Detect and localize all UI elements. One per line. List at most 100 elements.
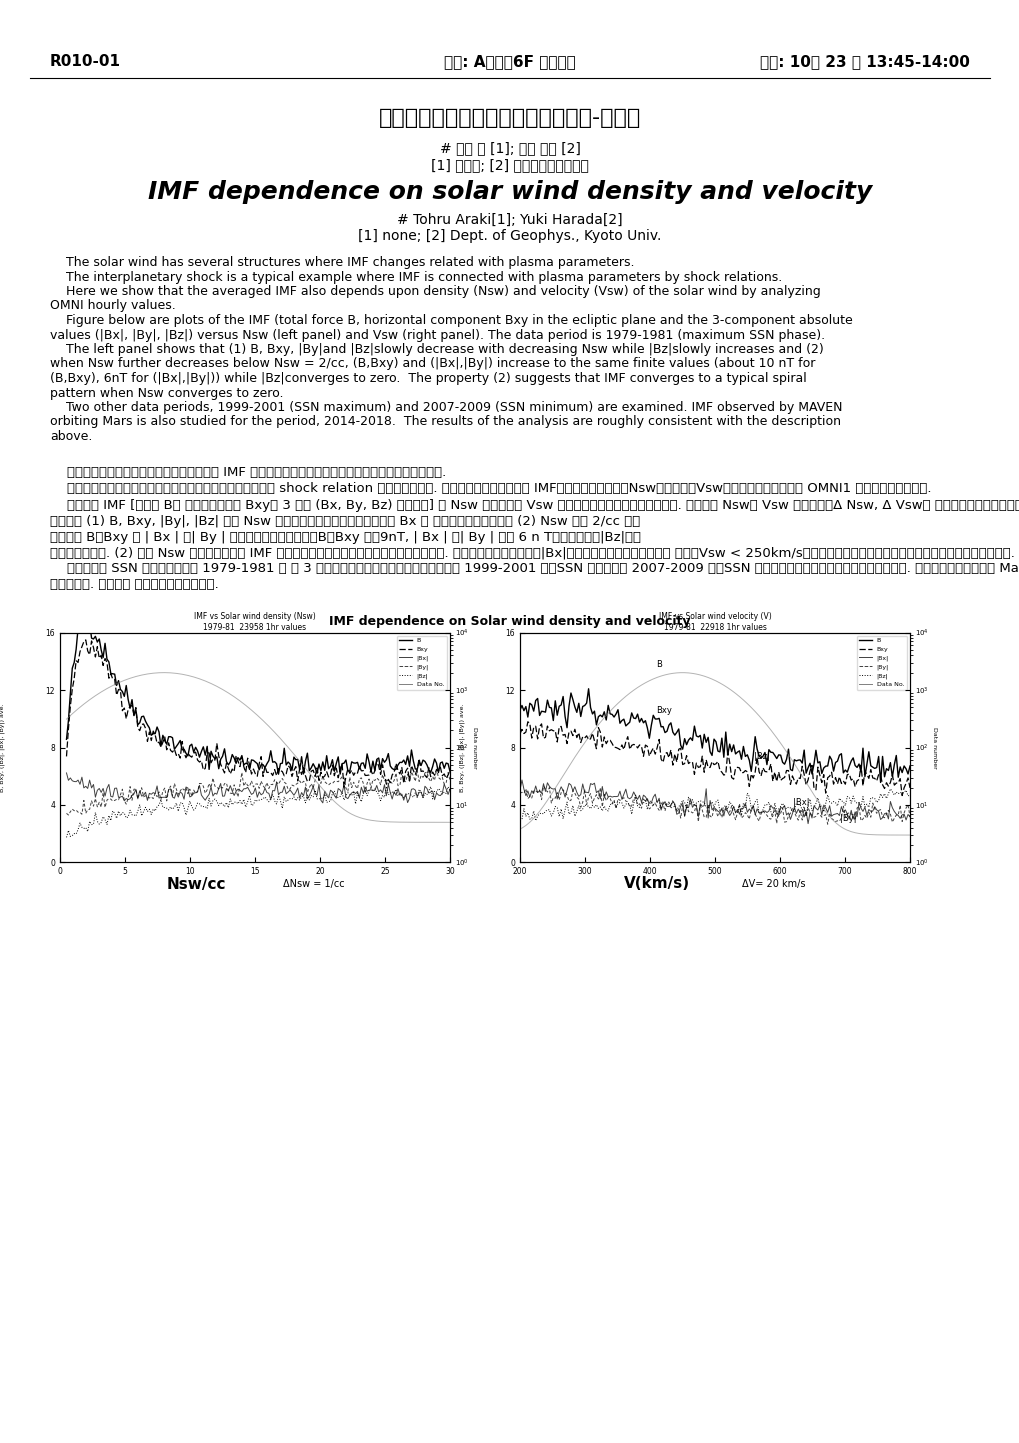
|Bx|	[60, 765, 72, 782]
Text: when Nsw further decreases below Nsw = 2/cc, (B,Bxy) and (|Bx|,|By|) increase to: when Nsw further decreases below Nsw = 2…	[50, 358, 814, 371]
B	[77, 610, 90, 628]
|Bx|	[514, 781, 526, 798]
|By|	[62, 807, 74, 824]
Bxy	[75, 638, 88, 655]
Line: Bxy: Bxy	[66, 639, 449, 786]
|By|	[873, 801, 886, 818]
Text: (B,Bxy), 6nT for (|Bx|,|By|)) while |Bz|converges to zero.  The property (2) sug: (B,Bxy), 6nT for (|Bx|,|By|)) while |Bz|…	[50, 372, 806, 385]
Bxy	[903, 779, 915, 797]
|By|	[514, 785, 526, 802]
|Bz|	[60, 828, 72, 846]
Bxy	[337, 778, 350, 795]
|Bx|	[131, 791, 144, 808]
B	[75, 620, 88, 638]
|Bx|	[426, 782, 438, 799]
|Bz|	[888, 786, 900, 804]
Bxy	[79, 631, 92, 648]
Text: orbiting Mars is also studied for the period, 2014-2018.  The results of the ana: orbiting Mars is also studied for the pe…	[50, 416, 841, 429]
Text: ΔNsw = 1/cc: ΔNsw = 1/cc	[282, 879, 344, 889]
|Bx|	[588, 775, 600, 792]
|By|	[620, 792, 632, 810]
|Bx|	[620, 781, 632, 798]
Line: |Bx|: |Bx|	[520, 781, 909, 824]
Text: 下図は， IMF [振幅： B， 黄道面内成分； Bxy， 3 成分 (Bx, By, Bz) の絶対値] の Nsw （左図）と Vsw （右図）に対するプロ: 下図は， IMF [振幅： B， 黄道面内成分； Bxy， 3 成分 (Bx, …	[50, 498, 1019, 511]
|Bz|	[131, 802, 144, 820]
|By|	[588, 789, 600, 807]
|By|	[820, 815, 833, 833]
Text: B: B	[656, 659, 661, 670]
|Bz|	[903, 786, 915, 804]
B	[86, 629, 98, 646]
|By|	[426, 768, 438, 785]
|Bx|	[443, 781, 455, 798]
B	[514, 701, 526, 719]
|By|	[77, 792, 90, 810]
|By|	[888, 810, 900, 827]
B	[903, 758, 915, 775]
Bxy	[620, 733, 632, 750]
Bxy	[521, 713, 533, 730]
B	[529, 691, 541, 709]
Bxy	[871, 766, 883, 784]
Line: |By|: |By|	[66, 769, 449, 815]
Text: 惑星間空間衝撃波は，その典型であり，磁場とプラズマは shock relation で結ばれている. ここでは平均場としての IMFが，太陽風の密度（Nsw）と: 惑星間空間衝撃波は，その典型であり，磁場とプラズマは shock relatio…	[50, 482, 930, 495]
|Bz|	[871, 792, 883, 810]
|By|	[413, 773, 425, 791]
Text: The left panel shows that (1) B, Bxy, |By|and |Bz|slowly decrease with decreasin: The left panel shows that (1) B, Bxy, |B…	[50, 343, 823, 356]
|Bx|	[888, 802, 900, 820]
|Bz|	[380, 778, 392, 795]
|By|	[537, 778, 549, 795]
Text: The interplanetary shock is a typical example where IMF is connected with plasma: The interplanetary shock is a typical ex…	[50, 270, 782, 283]
Text: [1] none; [2] Dept. of Geophys., Kyoto Univ.: [1] none; [2] Dept. of Geophys., Kyoto U…	[358, 229, 661, 242]
Text: IMF dependence on Solar wind density and velocity: IMF dependence on Solar wind density and…	[329, 615, 690, 628]
Line: Bxy: Bxy	[520, 722, 909, 795]
B	[428, 750, 440, 768]
Text: 太陽風には幾つかの構造があり，そこでの IMF は，プラズマパラメーターと特有の関係を持っている.: 太陽風には幾つかの構造があり，そこでの IMF は，プラズマパラメーターと特有の…	[50, 466, 446, 479]
Bxy	[133, 722, 146, 739]
Line: |Bz|: |Bz|	[520, 789, 909, 821]
|Bz|	[588, 798, 600, 815]
B	[582, 680, 594, 697]
|By|	[903, 808, 915, 825]
Line: |Bx|: |Bx|	[66, 773, 449, 802]
|Bx|	[516, 772, 528, 789]
Title: IMF vs Solar wind density (Nsw)
1979-81  23958 1hr values: IMF vs Solar wind density (Nsw) 1979-81 …	[194, 612, 316, 632]
Text: # 荒木 徹 [1]; 原田 裕己 [2]: # 荒木 徹 [1]; 原田 裕己 [2]	[439, 141, 580, 154]
Text: OMNI hourly values.: OMNI hourly values.	[50, 300, 175, 313]
|Bx|	[873, 811, 886, 828]
|Bz|	[883, 781, 896, 798]
Text: 時間: 10月 23 日 13:45-14:00: 時間: 10月 23 日 13:45-14:00	[759, 55, 969, 69]
Text: Figure below are plots of the IMF (total force B, horizontal component Bxy in th: Figure below are plots of the IMF (total…	[50, 315, 852, 328]
|Bx|	[801, 815, 813, 833]
Text: 減ると， B・Bxy と | Bx | ・| By | は増加に転じて同じ値（B・Bxy は約9nT, | Bx | ・| By | は約 6 n T）に収敕し: 減ると， B・Bxy と | Bx | ・| By | は増加に転じて同じ値（B…	[50, 531, 640, 544]
Line: B: B	[520, 688, 909, 782]
Bxy	[60, 747, 72, 765]
|By|	[539, 781, 551, 798]
Text: values (|Bx|, |By|, |Bz|) versus Nsw (left panel) and Vsw (right panel). The dat: values (|Bx|, |By|, |Bz|) versus Nsw (le…	[50, 329, 824, 342]
Bxy	[588, 732, 600, 749]
Text: above.: above.	[50, 430, 93, 443]
Text: pattern when Nsw converges to zero.: pattern when Nsw converges to zero.	[50, 387, 283, 400]
Text: に近づいていく. (2) は， Nsw が小さくなると IMF がスパイラル構造に近づくことを意味している. 速度依存性（右図）も，|Bx|を除いて同じ傾向を示: に近づいていく. (2) は， Nsw が小さくなると IMF がスパイラル構造…	[50, 547, 1014, 560]
|By|	[164, 778, 176, 795]
Y-axis label: Data number: Data number	[472, 727, 477, 768]
Text: |Bx|: |Bx|	[792, 798, 809, 807]
Text: |By|: |By|	[839, 814, 856, 823]
Bxy	[531, 730, 543, 747]
B	[873, 773, 886, 791]
Text: 惑星間空間磁場の太陽風密度・速度-依存性: 惑星間空間磁場の太陽風密度・速度-依存性	[378, 108, 641, 128]
B	[60, 730, 72, 747]
B	[588, 703, 600, 720]
Text: R010-01: R010-01	[50, 55, 121, 69]
|Bz|	[84, 812, 96, 830]
|Bz|	[162, 801, 174, 818]
B	[164, 729, 176, 746]
Text: IMF dependence on solar wind density and velocity: IMF dependence on solar wind density and…	[148, 180, 871, 203]
|Bz|	[426, 791, 438, 808]
Text: Bxy: Bxy	[656, 706, 672, 714]
Legend: B, Bxy, |Bx|, |By|, |Bz|, Data No.: B, Bxy, |Bx|, |By|, |Bz|, Data No.	[856, 635, 906, 690]
B	[620, 717, 632, 734]
Bxy	[415, 763, 427, 781]
|Bx|	[84, 772, 96, 789]
B	[415, 756, 427, 773]
